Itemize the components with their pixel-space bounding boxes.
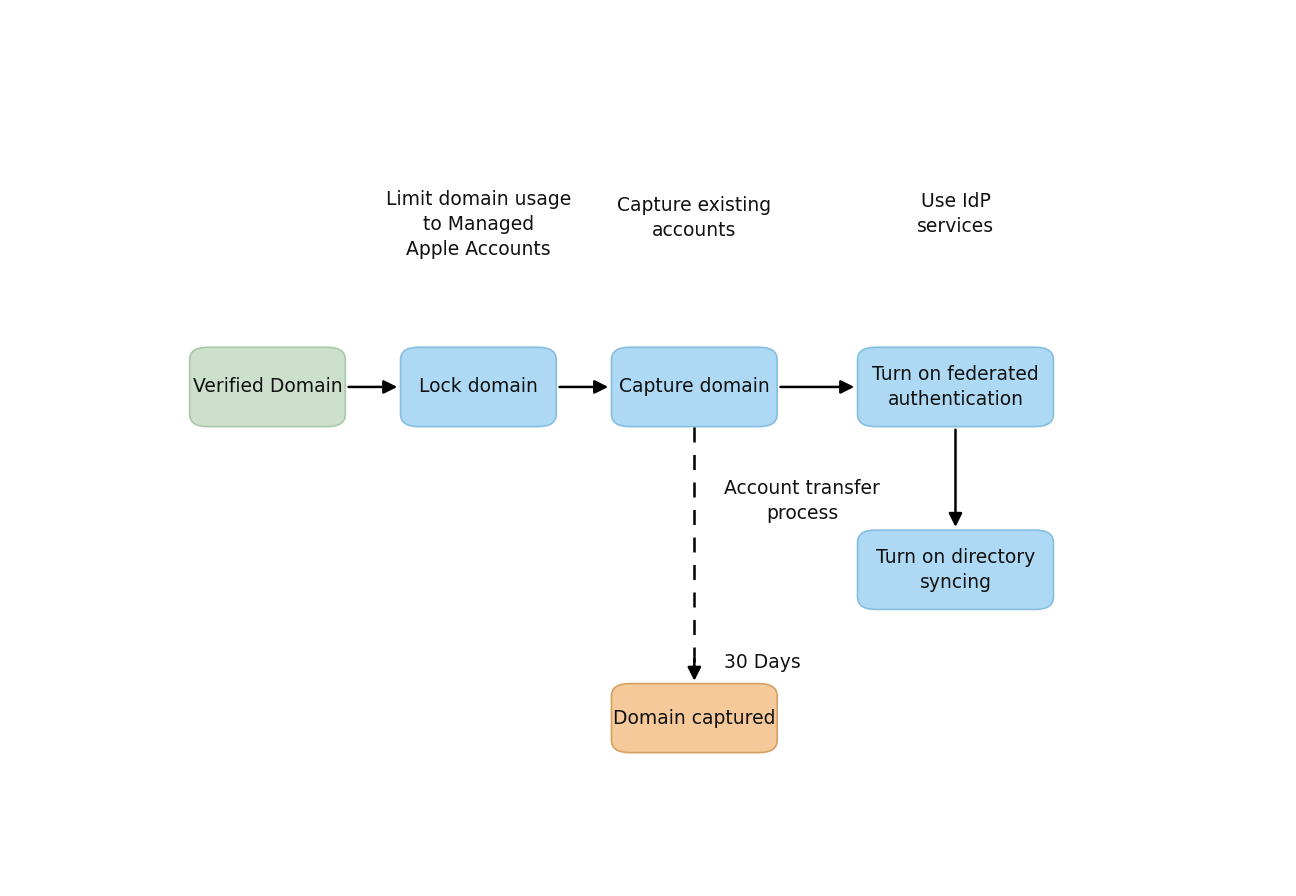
FancyBboxPatch shape xyxy=(858,530,1054,609)
FancyBboxPatch shape xyxy=(858,348,1054,426)
Text: 30 Days: 30 Days xyxy=(724,653,801,672)
Text: Capture domain: Capture domain xyxy=(619,377,770,396)
FancyBboxPatch shape xyxy=(612,348,778,426)
FancyBboxPatch shape xyxy=(612,684,778,753)
Text: Turn on directory
syncing: Turn on directory syncing xyxy=(876,547,1036,591)
Text: Verified Domain: Verified Domain xyxy=(193,377,342,396)
FancyBboxPatch shape xyxy=(189,348,345,426)
Text: Turn on federated
authentication: Turn on federated authentication xyxy=(872,365,1039,409)
Text: Limit domain usage
to Managed
Apple Accounts: Limit domain usage to Managed Apple Acco… xyxy=(386,190,572,259)
Text: Account transfer
process: Account transfer process xyxy=(724,478,880,522)
Text: Capture existing
accounts: Capture existing accounts xyxy=(617,196,771,240)
Text: Lock domain: Lock domain xyxy=(419,377,538,396)
FancyBboxPatch shape xyxy=(400,348,556,426)
Text: Domain captured: Domain captured xyxy=(613,709,775,728)
Text: Use IdP
services: Use IdP services xyxy=(916,193,994,237)
